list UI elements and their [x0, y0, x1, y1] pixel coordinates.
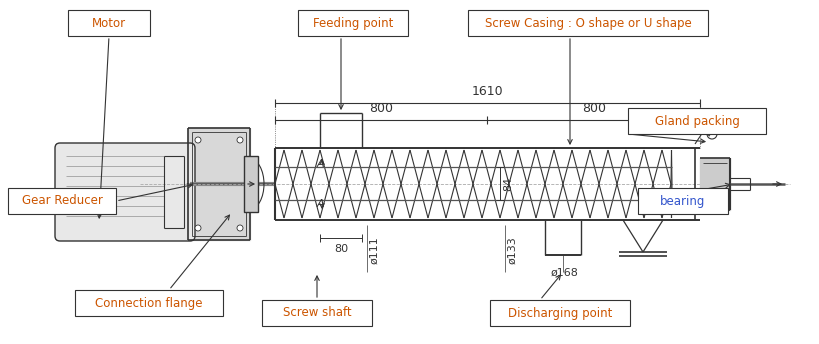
Text: A: A: [316, 199, 324, 209]
FancyBboxPatch shape: [637, 188, 727, 214]
Text: Feeding point: Feeding point: [312, 17, 392, 30]
Polygon shape: [188, 128, 250, 240]
Polygon shape: [699, 158, 729, 210]
Circle shape: [195, 137, 201, 143]
FancyBboxPatch shape: [490, 300, 629, 326]
Text: ø133: ø133: [506, 236, 516, 264]
Text: Screw shaft: Screw shaft: [283, 307, 351, 320]
Circle shape: [237, 137, 242, 143]
Text: ø168: ø168: [550, 268, 578, 278]
Circle shape: [195, 225, 201, 231]
Text: 800: 800: [581, 102, 605, 115]
FancyBboxPatch shape: [468, 10, 707, 36]
FancyBboxPatch shape: [297, 10, 408, 36]
Text: Discharging point: Discharging point: [507, 307, 612, 320]
Circle shape: [237, 225, 242, 231]
Text: Gland packing: Gland packing: [654, 115, 739, 128]
FancyBboxPatch shape: [68, 10, 150, 36]
Text: Connection flange: Connection flange: [95, 297, 202, 310]
Text: Gear Reducer: Gear Reducer: [21, 194, 102, 207]
Text: 80: 80: [333, 244, 347, 254]
Text: 800: 800: [369, 102, 393, 115]
Text: bearing: bearing: [659, 194, 705, 207]
Text: Motor: Motor: [92, 17, 126, 30]
Text: A: A: [316, 159, 324, 169]
FancyBboxPatch shape: [75, 290, 223, 316]
Text: 1610: 1610: [471, 85, 503, 98]
FancyBboxPatch shape: [8, 188, 115, 214]
FancyBboxPatch shape: [627, 108, 765, 134]
FancyBboxPatch shape: [244, 156, 258, 212]
FancyBboxPatch shape: [55, 143, 195, 241]
FancyBboxPatch shape: [262, 300, 372, 326]
Text: 84: 84: [502, 177, 513, 191]
Text: ø111: ø111: [369, 236, 378, 264]
Text: Screw Casing : O shape or U shape: Screw Casing : O shape or U shape: [484, 17, 690, 30]
